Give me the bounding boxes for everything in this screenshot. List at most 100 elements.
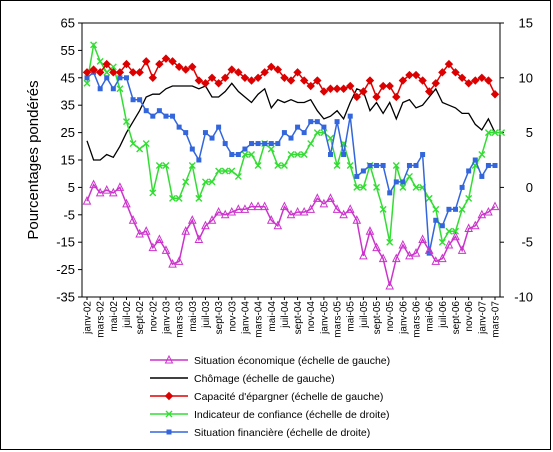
series-4-point bbox=[235, 152, 241, 158]
x-tick-label: mai-04 bbox=[267, 301, 278, 332]
series-2-point bbox=[280, 73, 289, 83]
legend-label-4: Situation financière (échelle de droite) bbox=[194, 427, 370, 439]
series-3-point bbox=[379, 205, 387, 213]
series-3-point bbox=[234, 172, 242, 180]
x-tick-label: nov-04 bbox=[306, 301, 317, 332]
series-0-point bbox=[457, 245, 467, 254]
series-0-point bbox=[405, 250, 414, 260]
series-4-point bbox=[295, 124, 301, 130]
series-0-point bbox=[89, 179, 98, 189]
series-3-point bbox=[300, 151, 308, 159]
series-4-point bbox=[301, 130, 307, 136]
series-4-point bbox=[374, 162, 380, 168]
series-2-point bbox=[306, 81, 315, 91]
series-3-point bbox=[294, 151, 302, 159]
series-3-point bbox=[491, 129, 499, 137]
series-3-point bbox=[386, 238, 394, 246]
series-4-point bbox=[104, 75, 110, 81]
series-4-point bbox=[354, 173, 360, 179]
series-4-point bbox=[367, 162, 373, 168]
series-0-point bbox=[359, 250, 368, 260]
series-4-point bbox=[406, 162, 412, 168]
series-3-point bbox=[116, 85, 124, 93]
series-2-point bbox=[418, 76, 427, 85]
series-4-point bbox=[97, 86, 103, 92]
series-2-point bbox=[102, 59, 111, 69]
left-tick-label: 5 bbox=[68, 180, 75, 195]
x-tick-label: nov-05 bbox=[385, 301, 396, 332]
series-0-point bbox=[326, 193, 335, 202]
series-3-point bbox=[313, 129, 321, 137]
series-4-point bbox=[117, 75, 123, 81]
series-2-point bbox=[201, 79, 210, 88]
series-2-point bbox=[484, 76, 493, 85]
x-tick-label: sept-06 bbox=[451, 301, 462, 335]
series-4-point bbox=[446, 206, 452, 212]
series-2-point bbox=[240, 73, 250, 83]
x-tick-label: mai-03 bbox=[188, 301, 199, 332]
series-0-point bbox=[464, 223, 473, 232]
series-0-point bbox=[372, 242, 381, 252]
series-4-point bbox=[327, 152, 333, 158]
series-4-point bbox=[262, 141, 268, 147]
x-tick-label: mai-05 bbox=[346, 301, 357, 332]
series-4-point bbox=[196, 157, 202, 163]
series-4-point bbox=[334, 119, 340, 125]
series-4-point bbox=[130, 97, 136, 103]
series-3-point bbox=[103, 68, 111, 76]
series-0-point bbox=[378, 253, 388, 263]
series-2-point bbox=[286, 76, 296, 85]
series-3-point bbox=[280, 161, 288, 169]
series-2-point bbox=[339, 84, 348, 93]
x-tick-label: sept-04 bbox=[293, 301, 304, 335]
series-2-point bbox=[95, 68, 105, 77]
series-2-point bbox=[451, 68, 460, 77]
x-tick-label: janv-04 bbox=[240, 301, 251, 335]
series-4-point bbox=[321, 124, 327, 130]
series-3-point bbox=[83, 79, 91, 87]
series-0-point bbox=[227, 206, 237, 216]
series-2-point bbox=[260, 68, 269, 77]
series-3-point bbox=[307, 140, 315, 148]
series-2-point bbox=[181, 65, 190, 74]
x-tick-label: mars-04 bbox=[254, 301, 265, 338]
series-4-point bbox=[439, 223, 445, 229]
series-2-point bbox=[109, 68, 118, 77]
series-2-point bbox=[142, 57, 151, 66]
series-0-point bbox=[148, 242, 158, 252]
series-4-point bbox=[216, 124, 222, 130]
series-2-point bbox=[293, 68, 302, 77]
right-tick-label: 10 bbox=[519, 70, 533, 85]
legend-label-1: Chômage (échelle de gauche) bbox=[194, 373, 335, 385]
series-2-point bbox=[398, 76, 408, 85]
series-0-point bbox=[181, 226, 191, 235]
series-0-point bbox=[490, 201, 500, 211]
series-3-point bbox=[221, 167, 229, 175]
series-2-point bbox=[227, 65, 236, 74]
x-tick-label: nov-03 bbox=[227, 301, 238, 332]
series-3-point bbox=[248, 151, 256, 159]
series-4-point bbox=[170, 113, 176, 119]
series-0-point bbox=[161, 245, 171, 254]
series-0-point bbox=[207, 215, 217, 224]
series-3-point bbox=[484, 129, 492, 137]
x-tick-label: mai-02 bbox=[109, 301, 120, 332]
series-0-point bbox=[313, 193, 322, 202]
series-4-point bbox=[288, 135, 294, 141]
series-0-point bbox=[109, 187, 118, 197]
series-3-point bbox=[175, 194, 183, 202]
series-0-point bbox=[451, 231, 460, 241]
series-2-point bbox=[155, 59, 164, 69]
series-3-point bbox=[208, 178, 216, 186]
legend-label-3: Indicateur de confiance (échelle de droi… bbox=[194, 409, 390, 421]
legend-marker-0 bbox=[164, 354, 174, 364]
series-3-point bbox=[438, 238, 446, 246]
series-4-point bbox=[268, 141, 274, 147]
series-line-3 bbox=[86, 42, 502, 245]
series-2-point bbox=[385, 81, 394, 91]
series-3-point bbox=[326, 134, 334, 142]
series-2-point bbox=[299, 76, 309, 85]
series-3-point bbox=[122, 118, 130, 126]
x-tick-label: janv-05 bbox=[319, 301, 330, 335]
series-2-point bbox=[405, 70, 414, 80]
